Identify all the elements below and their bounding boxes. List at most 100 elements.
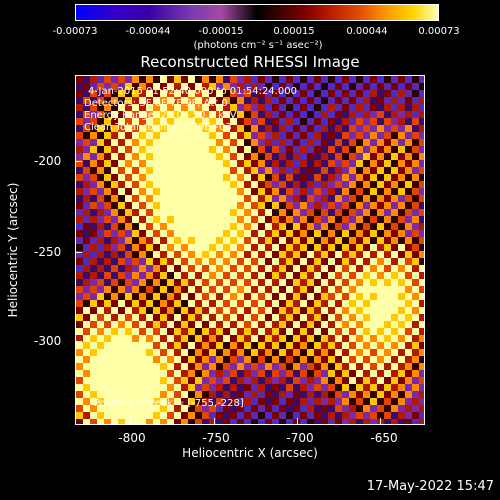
heatmap-cell [377, 342, 384, 349]
heatmap-cell [230, 363, 237, 370]
heatmap-cell [202, 419, 209, 424]
heatmap-cell [223, 405, 230, 412]
heatmap-cell [174, 377, 181, 384]
heatmap-cell [251, 391, 258, 398]
heatmap-cell [384, 167, 391, 174]
heatmap-cell [160, 125, 167, 132]
heatmap-cell [335, 293, 342, 300]
heatmap-cell [419, 279, 424, 286]
heatmap-cell [153, 293, 160, 300]
heatmap-cell [153, 398, 160, 405]
heatmap-cell [412, 335, 419, 342]
heatmap-cell [153, 132, 160, 139]
heatmap-cell [419, 230, 424, 237]
heatmap-cell [300, 139, 307, 146]
heatmap-cell [209, 377, 216, 384]
heatmap-cell [90, 412, 97, 419]
heatmap-cell [265, 132, 272, 139]
heatmap-cell [314, 97, 321, 104]
heatmap-cell [419, 160, 424, 167]
heatmap-cell [356, 419, 363, 424]
heatmap-cell [286, 83, 293, 90]
heatmap-cell [279, 286, 286, 293]
heatmap-cell [153, 419, 160, 424]
heatmap-cell [111, 111, 118, 118]
heatmap-cell [314, 405, 321, 412]
heatmap-cell [293, 342, 300, 349]
heatmap-cell [97, 377, 104, 384]
heatmap-cell [188, 230, 195, 237]
heatmap-cell [244, 286, 251, 293]
heatmap-cell [300, 279, 307, 286]
heatmap-cell [293, 272, 300, 279]
heatmap-cell [307, 202, 314, 209]
heatmap-cell [146, 237, 153, 244]
heatmap-cell [314, 272, 321, 279]
heatmap-cell [237, 195, 244, 202]
heatmap-cell [174, 139, 181, 146]
heatmap-cell [202, 265, 209, 272]
heatmap-cell [230, 181, 237, 188]
heatmap-cell [139, 216, 146, 223]
heatmap-cell [97, 251, 104, 258]
heatmap-cell [244, 125, 251, 132]
heatmap-cell [153, 244, 160, 251]
heatmap-cell [342, 293, 349, 300]
heatmap-cell [223, 153, 230, 160]
heatmap-cell [342, 398, 349, 405]
heatmap-cell [223, 377, 230, 384]
heatmap-cell [412, 132, 419, 139]
heatmap-cell [398, 419, 405, 424]
heatmap-cell [139, 132, 146, 139]
heatmap-cell [90, 370, 97, 377]
heatmap-cell [251, 111, 258, 118]
heatmap-cell [111, 342, 118, 349]
heatmap-cell [398, 286, 405, 293]
heatmap-cell [356, 160, 363, 167]
heatmap-cell [160, 167, 167, 174]
heatmap-cell [300, 111, 307, 118]
heatmap-cell [356, 195, 363, 202]
heatmap-cell [153, 223, 160, 230]
heatmap-cell [237, 146, 244, 153]
heatmap-cell [300, 405, 307, 412]
heatmap-cell [258, 314, 265, 321]
heatmap-cell [384, 419, 391, 424]
heatmap-cell [356, 167, 363, 174]
heatmap-cell [83, 335, 90, 342]
heatmap-cell [258, 321, 265, 328]
heatmap-cell [195, 83, 202, 90]
heatmap-cell [90, 265, 97, 272]
heatmap-cell [139, 265, 146, 272]
heatmap-cell [356, 97, 363, 104]
heatmap-cell [125, 132, 132, 139]
heatmap-cell [125, 384, 132, 391]
heatmap-cell [230, 97, 237, 104]
heatmap-cell [132, 125, 139, 132]
heatmap-cell [125, 97, 132, 104]
heatmap-cell [139, 412, 146, 419]
heatmap-cell [314, 412, 321, 419]
heatmap-cell [349, 76, 356, 83]
heatmap-cell [111, 398, 118, 405]
heatmap-cell [321, 349, 328, 356]
heatmap-cell [370, 419, 377, 424]
x-tickmark [297, 418, 298, 425]
heatmap-cell [216, 349, 223, 356]
heatmap-cell [195, 237, 202, 244]
heatmap-cell [265, 279, 272, 286]
heatmap-cell [349, 160, 356, 167]
heatmap-cell [405, 272, 412, 279]
heatmap-cell [356, 132, 363, 139]
heatmap-cell [97, 167, 104, 174]
heatmap-cell [293, 335, 300, 342]
heatmap-cell [265, 314, 272, 321]
heatmap-cell [90, 293, 97, 300]
heatmap-cell [146, 181, 153, 188]
heatmap-cell [125, 160, 132, 167]
heatmap-cell [314, 195, 321, 202]
heatmap-cell [272, 356, 279, 363]
heatmap-cell [181, 132, 188, 139]
heatmap-cell [76, 230, 83, 237]
heatmap-cell [286, 328, 293, 335]
